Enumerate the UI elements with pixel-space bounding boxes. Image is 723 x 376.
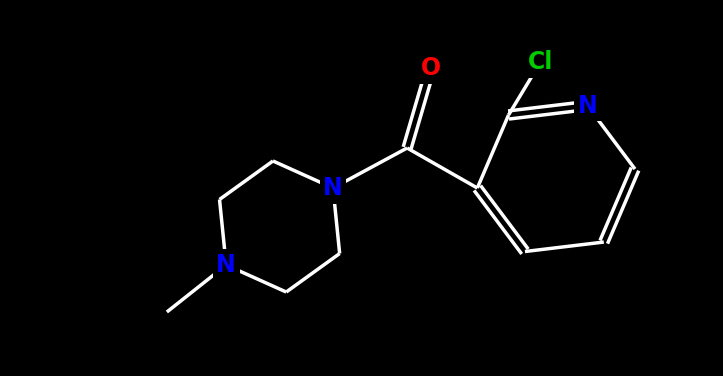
Text: N: N <box>216 253 236 277</box>
Text: Cl: Cl <box>528 50 553 74</box>
Text: N: N <box>578 94 597 118</box>
Text: N: N <box>323 176 343 200</box>
Text: O: O <box>421 56 440 80</box>
